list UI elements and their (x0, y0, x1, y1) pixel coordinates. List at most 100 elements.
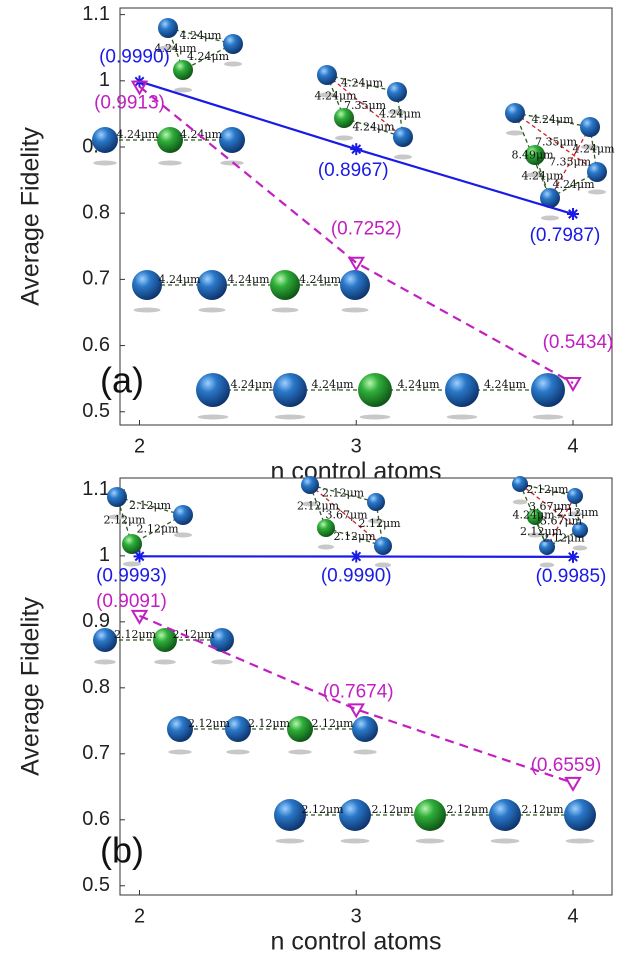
atom-bond (309, 484, 377, 503)
y-tick-label: 0.5 (82, 400, 110, 422)
plot-area (119, 7, 613, 426)
distance-label: 2.12μm (301, 803, 344, 816)
atom-shadow (367, 518, 385, 524)
atom-inset: 2.12μm 2.12μm (93, 628, 234, 665)
y-tick-label: 0.8 (82, 201, 110, 223)
distance-label: 2.12μm (446, 803, 489, 816)
distance-label: 4.24μm (341, 77, 384, 90)
x-axis-label: n control atoms (271, 928, 442, 956)
atom (132, 270, 162, 300)
point-marker (566, 208, 579, 221)
atom-shadow (197, 414, 229, 420)
atom-shadow (317, 544, 335, 550)
atom (352, 716, 378, 742)
y-tick-label: 1 (99, 544, 110, 566)
distance-label: 4.24μm (314, 90, 357, 103)
atom-shadow (512, 499, 528, 505)
atom-bond (309, 484, 384, 547)
atom (153, 628, 177, 652)
atom-shadow (353, 749, 377, 755)
atom (334, 108, 354, 128)
distance-label: 2.12μm (311, 717, 354, 730)
atom-shadow (93, 160, 117, 166)
atom (273, 373, 307, 407)
atom-shadow (271, 307, 299, 313)
distance-label: 2.12μm (297, 500, 340, 513)
value-label: (0.9993) (96, 565, 167, 586)
distance-label: 4.24μm (180, 128, 223, 141)
distance-label: 4.24μm (299, 273, 342, 286)
y-tick-label: 1.1 (82, 3, 110, 25)
y-tick-label: 1.1 (82, 478, 110, 500)
atom-inset: 4.24μm 4.24μm 4.24μm 4.24μm (196, 373, 565, 420)
series-line (138, 85, 574, 384)
atom-shadow (224, 61, 242, 67)
distance-label: 4.24μm (116, 128, 159, 141)
value-label: (0.5434) (543, 332, 614, 353)
atom (505, 103, 525, 123)
distance-label: 4.24μm (227, 273, 270, 286)
atom-shadow (565, 838, 595, 844)
atom-inset: 4.24μm 4.24μm 4.24μm (132, 270, 370, 313)
atom-shadow (588, 189, 606, 195)
distance-label: 4.24μm (484, 378, 527, 391)
distance-label: 4.24μm (311, 378, 354, 391)
atom (158, 18, 178, 38)
atom-bond (519, 483, 576, 497)
distance-label: 2.12μm (322, 487, 365, 500)
atom (489, 799, 521, 831)
x-tick-label: 2 (134, 435, 145, 457)
value-label: (0.9913) (94, 93, 165, 114)
atom-shadow (211, 659, 233, 665)
value-label: (0.8967) (318, 160, 389, 181)
point-marker (564, 377, 582, 393)
atom-shadow (572, 545, 588, 551)
atom (157, 127, 183, 153)
atom-shadow (506, 130, 524, 136)
x-tick-label: 4 (567, 435, 578, 457)
distance-label: 2.12μm (542, 532, 585, 545)
atom-shadow (274, 414, 306, 420)
atom (196, 373, 230, 407)
distance-label: 2.12μm (371, 803, 414, 816)
atom (122, 534, 142, 554)
atom (580, 117, 600, 137)
distance-label: 4.24μm (531, 113, 574, 126)
atom-shadow (539, 562, 555, 568)
y-tick-label: 0.6 (82, 334, 110, 356)
atom (287, 716, 313, 742)
atom-shadow (318, 92, 336, 98)
y-tick-label: 0.7 (82, 742, 110, 764)
distance-label: 2.12μm (188, 717, 231, 730)
distance-label: 2.12μm (172, 628, 215, 641)
point-marker (566, 550, 579, 563)
atom (387, 82, 407, 102)
atom-shadow (168, 749, 192, 755)
y-tick-label: 0.7 (82, 268, 110, 290)
atom (301, 476, 319, 494)
value-label: (0.7252) (331, 219, 402, 240)
distance-label: 3.67μm (529, 500, 572, 513)
distance-label: 4.24μm (379, 108, 422, 121)
distance-label: 4.24μm (397, 378, 440, 391)
distance-label: 4.24μm (552, 178, 595, 191)
atom (587, 162, 607, 182)
distance-label: 2.12μm (136, 523, 179, 536)
atom-shadow (159, 45, 177, 51)
atom-shadow (490, 838, 520, 844)
atom-shadow (415, 838, 445, 844)
panel-label: (a) (100, 360, 144, 401)
y-tick-label: 0.8 (82, 676, 110, 698)
atom-shadow (567, 511, 583, 517)
series-line (139, 614, 574, 784)
atom (274, 799, 306, 831)
y-axis-label: Average Fidelity (17, 127, 45, 306)
atom-shadow (394, 154, 412, 160)
atom-shadow (581, 144, 599, 150)
point-marker (133, 550, 146, 563)
atom (445, 373, 479, 407)
